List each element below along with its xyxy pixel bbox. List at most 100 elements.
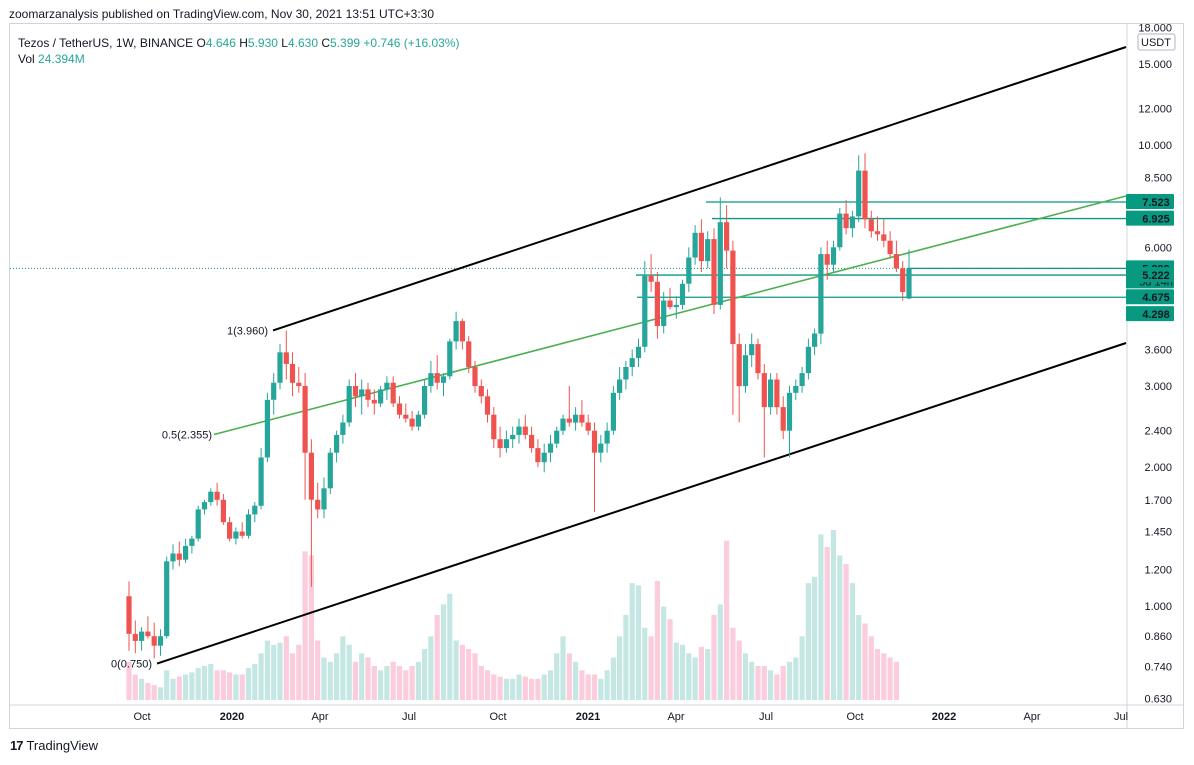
volume-bar [780, 666, 786, 700]
open-label: O [196, 36, 206, 50]
candle-body [139, 631, 145, 641]
volume-bar [233, 674, 239, 700]
volume-bar [453, 640, 459, 700]
candle-body [352, 386, 359, 397]
volume-bar [635, 585, 642, 701]
low-value: 4.630 [287, 36, 318, 50]
volume-bar [277, 642, 283, 700]
volume-bar [346, 644, 352, 701]
volume-bar [535, 678, 541, 701]
candle-body [390, 382, 396, 404]
candle-body [692, 232, 698, 258]
x-tick-label: 2020 [220, 711, 244, 723]
y-tick-label: 0.740 [1144, 661, 1172, 673]
chart-frame [9, 23, 1184, 729]
volume-bar [415, 661, 421, 701]
y-tick-label: 0.860 [1144, 631, 1172, 643]
y-tick-label: 1.450 [1144, 527, 1172, 539]
volume-bar [837, 555, 843, 700]
volume-bar [428, 636, 434, 701]
volume-bar [195, 668, 201, 700]
volume-bar [227, 672, 233, 700]
price-label-badge [1126, 289, 1174, 305]
candle-body [371, 399, 377, 404]
fib-label-mid: 0.5(2.355) [162, 430, 212, 442]
volume-bar [472, 653, 478, 701]
x-tick-label: 2022 [932, 711, 956, 723]
candle-body [283, 352, 289, 364]
candle-body [749, 344, 755, 356]
volume-bar [271, 644, 277, 701]
candle-body [717, 222, 723, 305]
candle-body [151, 636, 157, 646]
candle-body [736, 344, 742, 387]
volume-bar [856, 615, 862, 700]
candle-body [830, 247, 837, 265]
brand-footer[interactable]: 17 TradingView [10, 738, 98, 753]
volume-bar [799, 636, 805, 701]
candle-body [195, 509, 201, 539]
candle-body [547, 443, 554, 453]
candle-body [491, 414, 497, 440]
y-tick-label: 15.000 [1138, 59, 1172, 71]
volume-bar [384, 666, 390, 700]
volume-bar [874, 649, 881, 700]
channel-lower-line [156, 342, 1127, 665]
open-value: 4.646 [205, 36, 236, 50]
candle-body [560, 418, 566, 431]
y-tick-label: 1.200 [1144, 564, 1172, 576]
volume-bar [183, 674, 189, 700]
volume-bar [566, 653, 572, 701]
y-tick-label: 1.700 [1144, 495, 1172, 507]
volume-bar [686, 653, 692, 701]
volume-bar [573, 661, 579, 701]
publisher-line: zoomarzanalysis published on TradingView… [9, 7, 435, 21]
candle-body [554, 430, 560, 444]
candle-body [422, 386, 428, 415]
candle-body [170, 553, 176, 562]
volume-bar [843, 564, 849, 700]
symbol-title[interactable]: Tezos / TetherUS, 1W, BINANCE [18, 36, 194, 50]
volume-bar [296, 644, 302, 701]
volume-bar [321, 657, 327, 700]
high-value: 5.930 [247, 36, 278, 50]
volume-bar [447, 593, 453, 701]
volume-bar [340, 636, 346, 701]
volume-bar [591, 674, 598, 700]
candle-body [824, 254, 830, 265]
volume-bar [390, 661, 396, 701]
volume-bar [881, 653, 887, 701]
candle-body [208, 491, 214, 503]
candle-body [755, 344, 761, 374]
volume-bar [849, 583, 855, 700]
volume-bar [208, 663, 214, 700]
volume-bar [786, 661, 793, 701]
volume-bar [604, 670, 610, 700]
y-tick-label: 0.630 [1144, 694, 1172, 706]
volume-bar [749, 661, 755, 701]
y-tick-label: 2.000 [1144, 462, 1172, 474]
candle-body [239, 531, 245, 536]
volume-bar [365, 657, 371, 700]
candle-body [837, 213, 843, 248]
candle-body [428, 373, 434, 386]
candle-body [277, 352, 283, 383]
candle-body [315, 499, 321, 510]
volume-bar [352, 661, 359, 701]
candle-body [856, 170, 862, 217]
fib-label-bottom: 0(0.750) [111, 659, 152, 671]
candle-body [415, 414, 421, 427]
candle-body [610, 392, 616, 431]
candle-body [799, 373, 805, 386]
x-tick-label: Apr [667, 711, 684, 723]
volume-bar [434, 615, 440, 700]
volume-bar [289, 653, 296, 701]
y-tick-label: 18.000 [1138, 22, 1172, 34]
candle-body [849, 216, 855, 229]
candle-body [774, 379, 780, 408]
volume-bar [893, 661, 899, 701]
x-tick-label: Jul [402, 711, 416, 723]
candle-body [308, 452, 314, 500]
currency-label: USDT [1141, 37, 1171, 49]
